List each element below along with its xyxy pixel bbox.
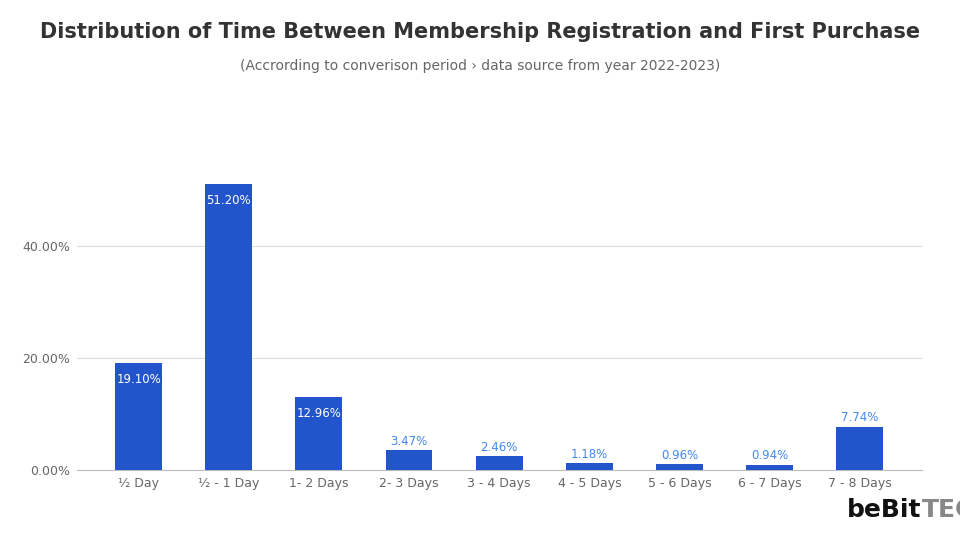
Text: 2.46%: 2.46% — [481, 441, 517, 454]
Bar — [296, 397, 343, 470]
Text: 1.18%: 1.18% — [570, 448, 608, 461]
Text: 51.20%: 51.20% — [206, 194, 252, 207]
Text: 19.10%: 19.10% — [116, 373, 161, 386]
Bar — [656, 464, 703, 470]
Bar — [746, 464, 793, 470]
Text: beBit: beBit — [847, 498, 922, 522]
Bar — [565, 463, 612, 470]
Text: 0.96%: 0.96% — [660, 449, 698, 462]
Text: 0.94%: 0.94% — [751, 449, 788, 462]
Text: (Accrording to converison period › data source from year 2022-2023): (Accrording to converison period › data … — [240, 59, 720, 73]
Bar — [476, 456, 522, 470]
Text: 3.47%: 3.47% — [391, 435, 428, 448]
Text: 12.96%: 12.96% — [297, 408, 342, 421]
Bar — [386, 450, 433, 470]
Bar — [836, 427, 883, 470]
Bar — [205, 184, 252, 470]
Text: Distribution of Time Between Membership Registration and First Purchase: Distribution of Time Between Membership … — [40, 22, 920, 42]
Text: 7.74%: 7.74% — [841, 411, 878, 424]
Text: TECH: TECH — [922, 498, 960, 522]
Bar — [115, 363, 162, 470]
